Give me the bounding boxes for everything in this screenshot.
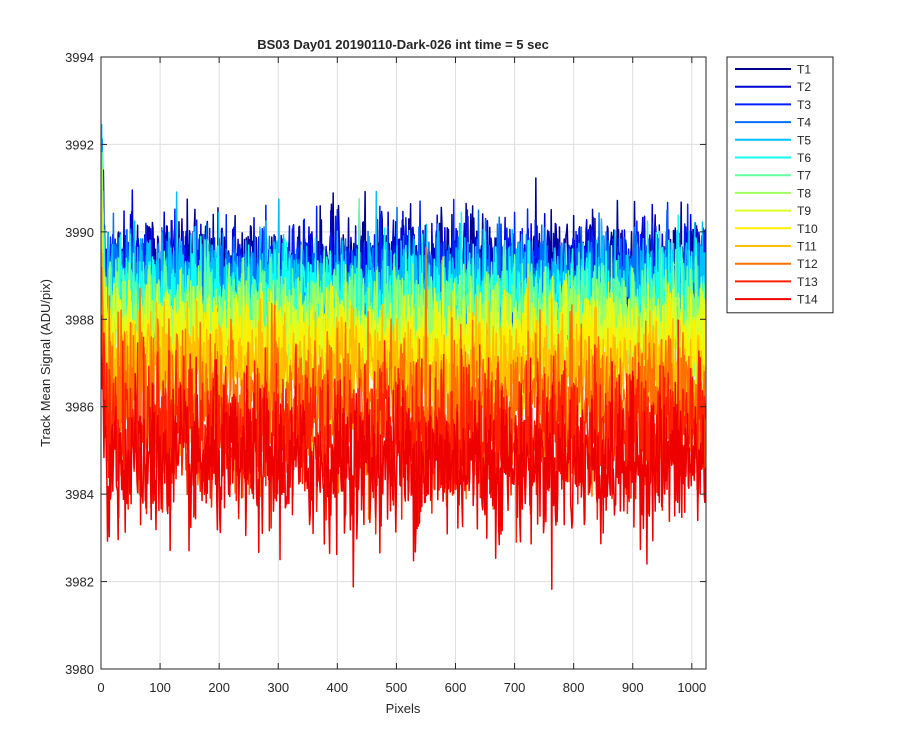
legend-label-T10: T10 bbox=[797, 222, 818, 236]
x-tick-label: 100 bbox=[149, 680, 171, 695]
y-tick-label: 3994 bbox=[65, 50, 94, 65]
legend-label-T11: T11 bbox=[797, 240, 817, 254]
legend-label-T9: T9 bbox=[797, 204, 811, 218]
x-tick-label: 500 bbox=[386, 680, 408, 695]
plot-frame bbox=[100, 56, 707, 670]
legend-label-T8: T8 bbox=[797, 186, 811, 200]
x-tick-label: 1000 bbox=[677, 680, 706, 695]
x-axis-label: Pixels bbox=[386, 701, 421, 716]
legend-label-T12: T12 bbox=[797, 257, 818, 271]
y-tick-label: 3984 bbox=[65, 487, 94, 502]
chart-title: BS03 Day01 20190110-Dark-026 int time = … bbox=[257, 37, 549, 52]
x-tick-label: 300 bbox=[267, 680, 289, 695]
y-tick-label: 3988 bbox=[65, 312, 94, 327]
legend-label-T7: T7 bbox=[797, 169, 811, 183]
x-tick-label: 600 bbox=[445, 680, 467, 695]
legend-label-T13: T13 bbox=[797, 275, 818, 289]
legend-box bbox=[726, 56, 834, 314]
series-line-T10 bbox=[101, 199, 706, 439]
series-layer bbox=[101, 124, 706, 590]
legend-label-T5: T5 bbox=[797, 133, 811, 147]
y-tick-label: 3982 bbox=[65, 575, 94, 590]
axes: 0 100 200 300 400 500 600 700 800 900 1000 3980 3982… bbox=[65, 50, 706, 695]
y-tick-label: 3992 bbox=[65, 137, 94, 152]
legend-label-T4: T4 bbox=[797, 116, 811, 130]
x-tick-label: 200 bbox=[208, 680, 230, 695]
x-tick-label: 900 bbox=[622, 680, 644, 695]
legend-label-T3: T3 bbox=[797, 98, 811, 112]
legend-label-T6: T6 bbox=[797, 151, 811, 165]
x-tick-label: 0 bbox=[97, 680, 104, 695]
legend-label-T14: T14 bbox=[797, 293, 818, 307]
x-tick-label: 700 bbox=[504, 680, 526, 695]
y-axis-label: Track Mean Signal (ADU/pix) bbox=[38, 279, 53, 447]
legend-label-T2: T2 bbox=[797, 80, 811, 94]
y-tick-label: 3986 bbox=[65, 400, 94, 415]
legend: T1 T2 T3 T4 T5 T6 T7 T8 T9 T10 T11 T12 T13 T14 bbox=[726, 56, 834, 314]
y-tick-label: 3980 bbox=[65, 662, 94, 677]
x-tick-label: 800 bbox=[563, 680, 585, 695]
y-tick-label: 3990 bbox=[65, 225, 94, 240]
x-tick-label: 400 bbox=[326, 680, 348, 695]
series-line-T14 bbox=[101, 356, 706, 590]
legend-label-T1: T1 bbox=[797, 63, 811, 77]
